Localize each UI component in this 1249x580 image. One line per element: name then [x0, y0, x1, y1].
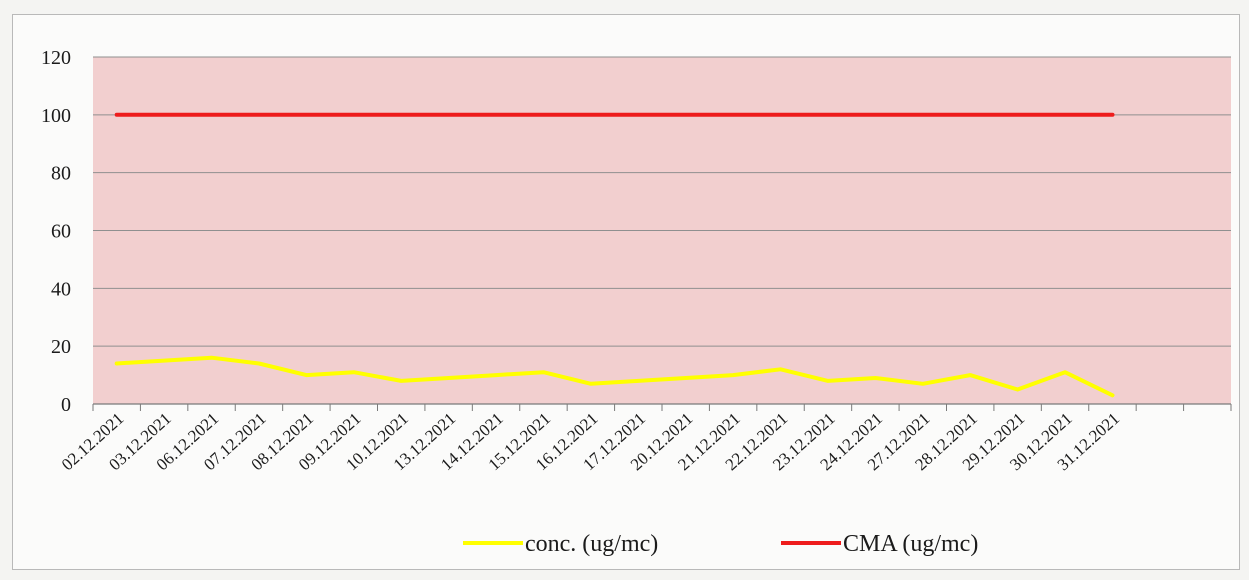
y-tick-label: 80 — [51, 163, 71, 185]
y-tick-label: 40 — [51, 278, 71, 300]
y-tick-label: 20 — [51, 336, 71, 358]
y-tick-label: 0 — [61, 394, 71, 416]
series-line-0 — [114, 355, 1115, 398]
y-tick-label: 100 — [41, 105, 71, 127]
legend-label-1: CMA (ug/mc) — [843, 531, 978, 557]
y-tick-label: 120 — [41, 47, 71, 69]
y-tick-label: 60 — [51, 221, 71, 243]
chart-frame: 0 20 40 60 80 100 120 02.12.2021 03.12.2021 06.12… — [12, 14, 1240, 570]
line-chart: 02040608010012002.12.202103.12.202106.12… — [41, 47, 1232, 557]
legend-label-0: conc. (ug/mc) — [525, 531, 658, 557]
